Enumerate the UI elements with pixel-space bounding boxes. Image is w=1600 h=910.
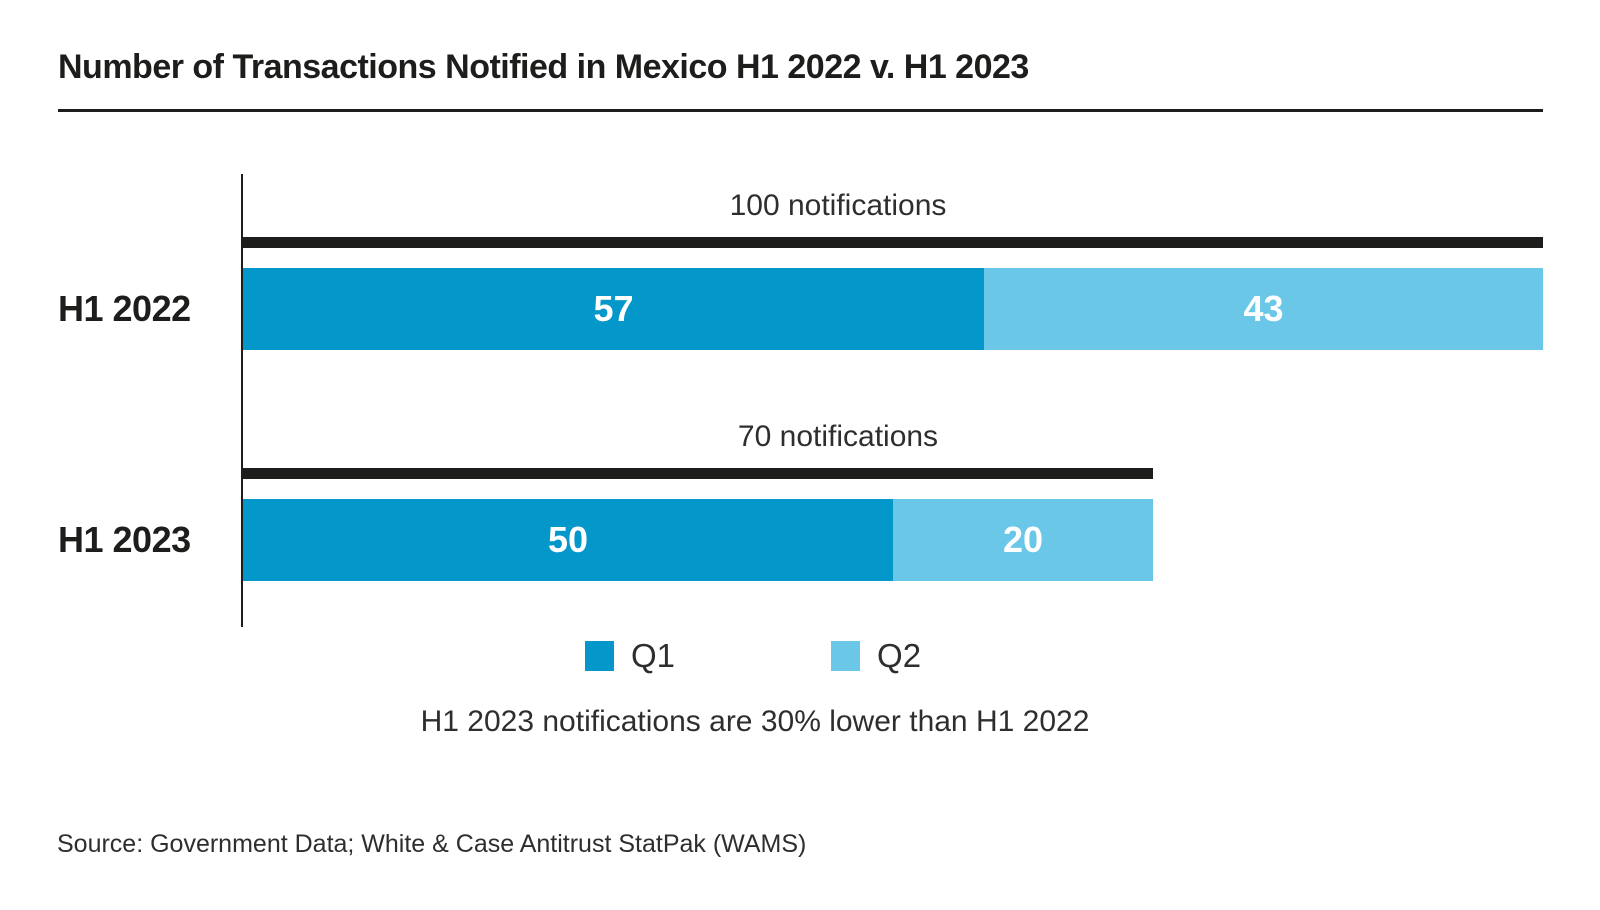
bar-segment-q2: 43 — [984, 268, 1543, 350]
legend-swatch-q1 — [585, 641, 614, 671]
bar-value-label: 57 — [593, 288, 634, 329]
legend-label-q1: Q1 — [631, 637, 676, 674]
legend-item-q1: Q1 — [585, 637, 675, 675]
stacked-bar: 50 20 — [243, 499, 1153, 581]
row-label: H1 2023 — [58, 519, 191, 560]
row-label: H1 2022 — [58, 288, 191, 329]
title-rule — [58, 109, 1543, 112]
bar-value-label: 20 — [1002, 519, 1044, 560]
annotation: H1 2023 notifications are 30% lower than… — [420, 705, 1090, 738]
page-title: Number of Transactions Notified in Mexic… — [58, 48, 1029, 86]
legend-swatch-q2 — [831, 641, 861, 671]
bar-segment-q2: 20 — [893, 499, 1153, 581]
bar-segment-q1: 50 — [243, 499, 893, 581]
stacked-bar: 57 43 — [243, 268, 1543, 350]
bar-value-label: 43 — [1243, 288, 1284, 329]
total-label: 100 notifications — [729, 189, 947, 222]
source-note: Source: Government Data; White & Case An… — [57, 830, 807, 858]
total-line — [243, 237, 1543, 248]
y-axis-line — [241, 174, 243, 627]
legend: Q1 Q2 — [585, 637, 921, 675]
total-line — [243, 468, 1153, 479]
legend-label-q2: Q2 — [877, 637, 922, 674]
legend-item-q2: Q2 — [831, 637, 921, 675]
bar-segment-q1: 57 — [243, 268, 984, 350]
bar-value-label: 50 — [547, 519, 589, 560]
total-label: 70 notifications — [737, 420, 939, 453]
